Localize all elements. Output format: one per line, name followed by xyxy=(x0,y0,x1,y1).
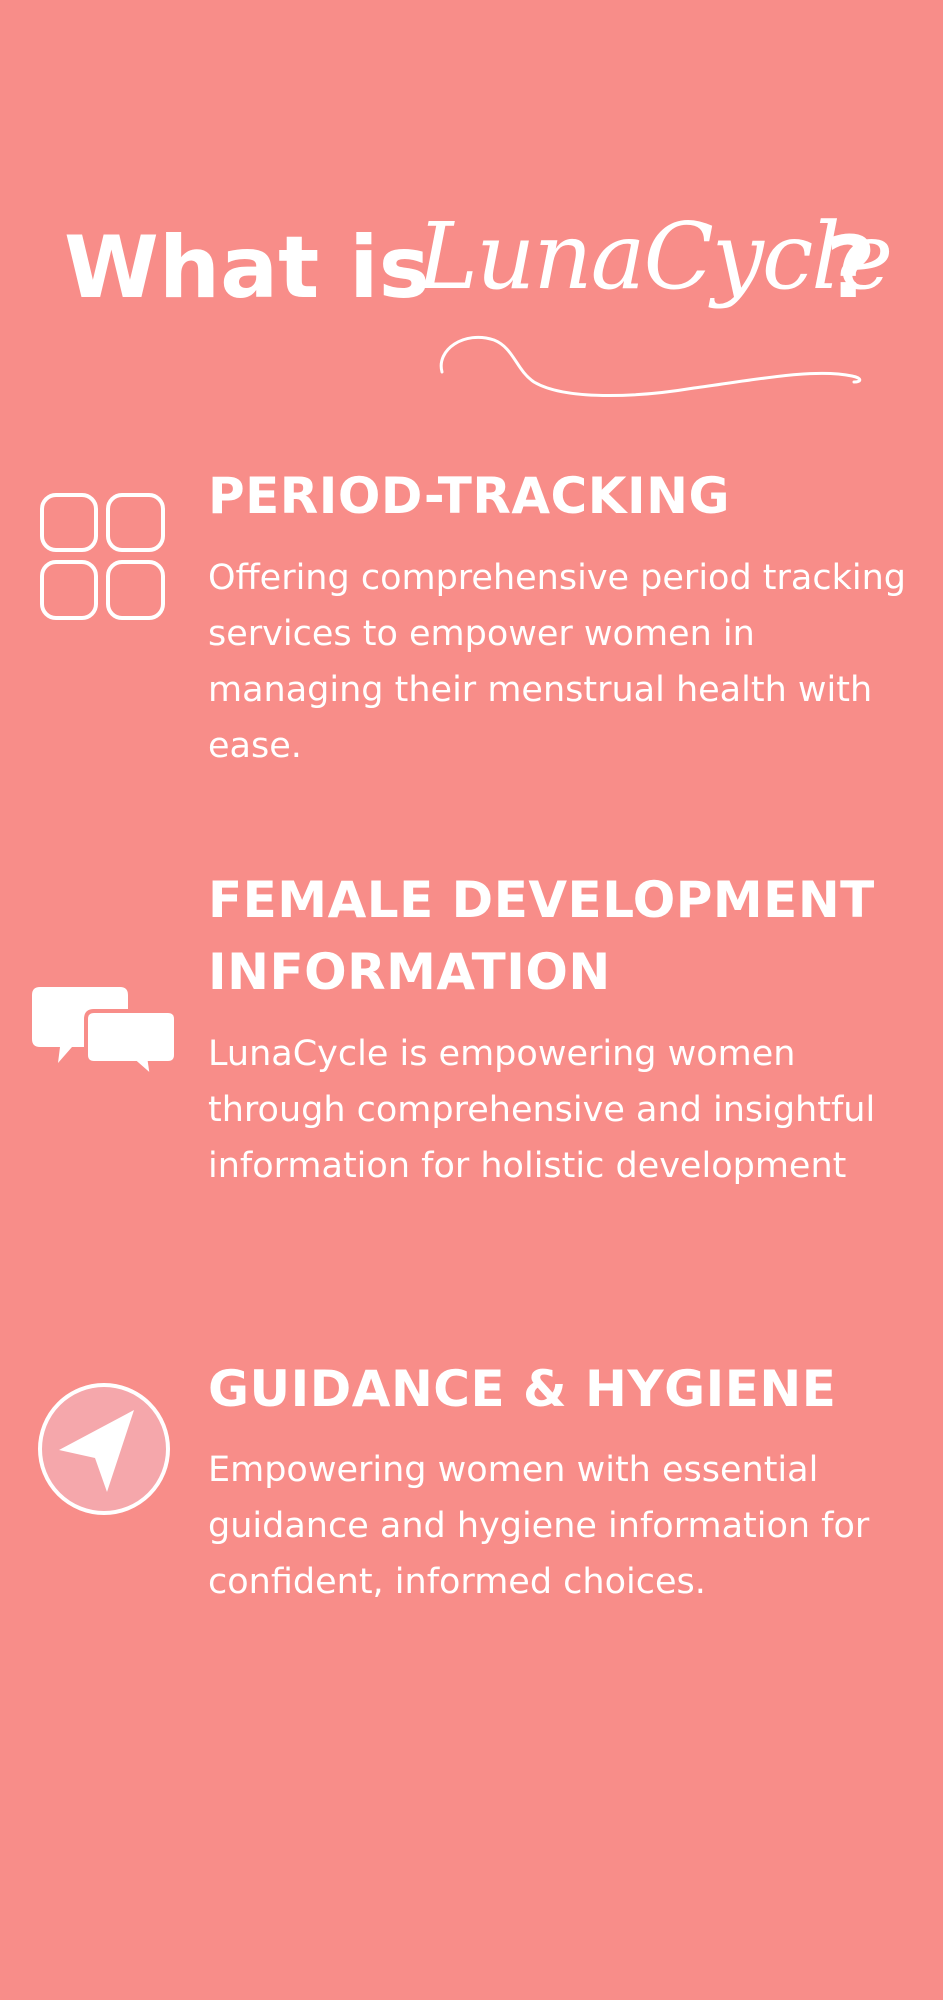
grid-icon xyxy=(40,493,165,620)
brand-name: LunaCycle xyxy=(417,203,893,310)
feature-description: Offering comprehensive period tracking s… xyxy=(208,558,907,766)
chat-bubbles-icon xyxy=(32,987,176,1079)
feature-title: FEMALE DEVELOPMENT INFORMATION xyxy=(208,871,875,1001)
feature-title: GUIDANCE & HYGIENE xyxy=(208,1360,837,1418)
page-title: What is LunaCycle ? xyxy=(64,211,894,398)
navigation-arrow-icon xyxy=(38,1383,170,1515)
feature-description: LunaCycle is empowering women through co… xyxy=(208,1034,876,1186)
title-question-mark: ? xyxy=(826,218,876,318)
title-prefix: What is xyxy=(64,218,430,318)
feature-description: Empowering women with essential guidance… xyxy=(208,1450,870,1602)
feature-title: PERIOD-TRACKING xyxy=(208,467,730,525)
brand-underline-swash xyxy=(439,335,862,398)
